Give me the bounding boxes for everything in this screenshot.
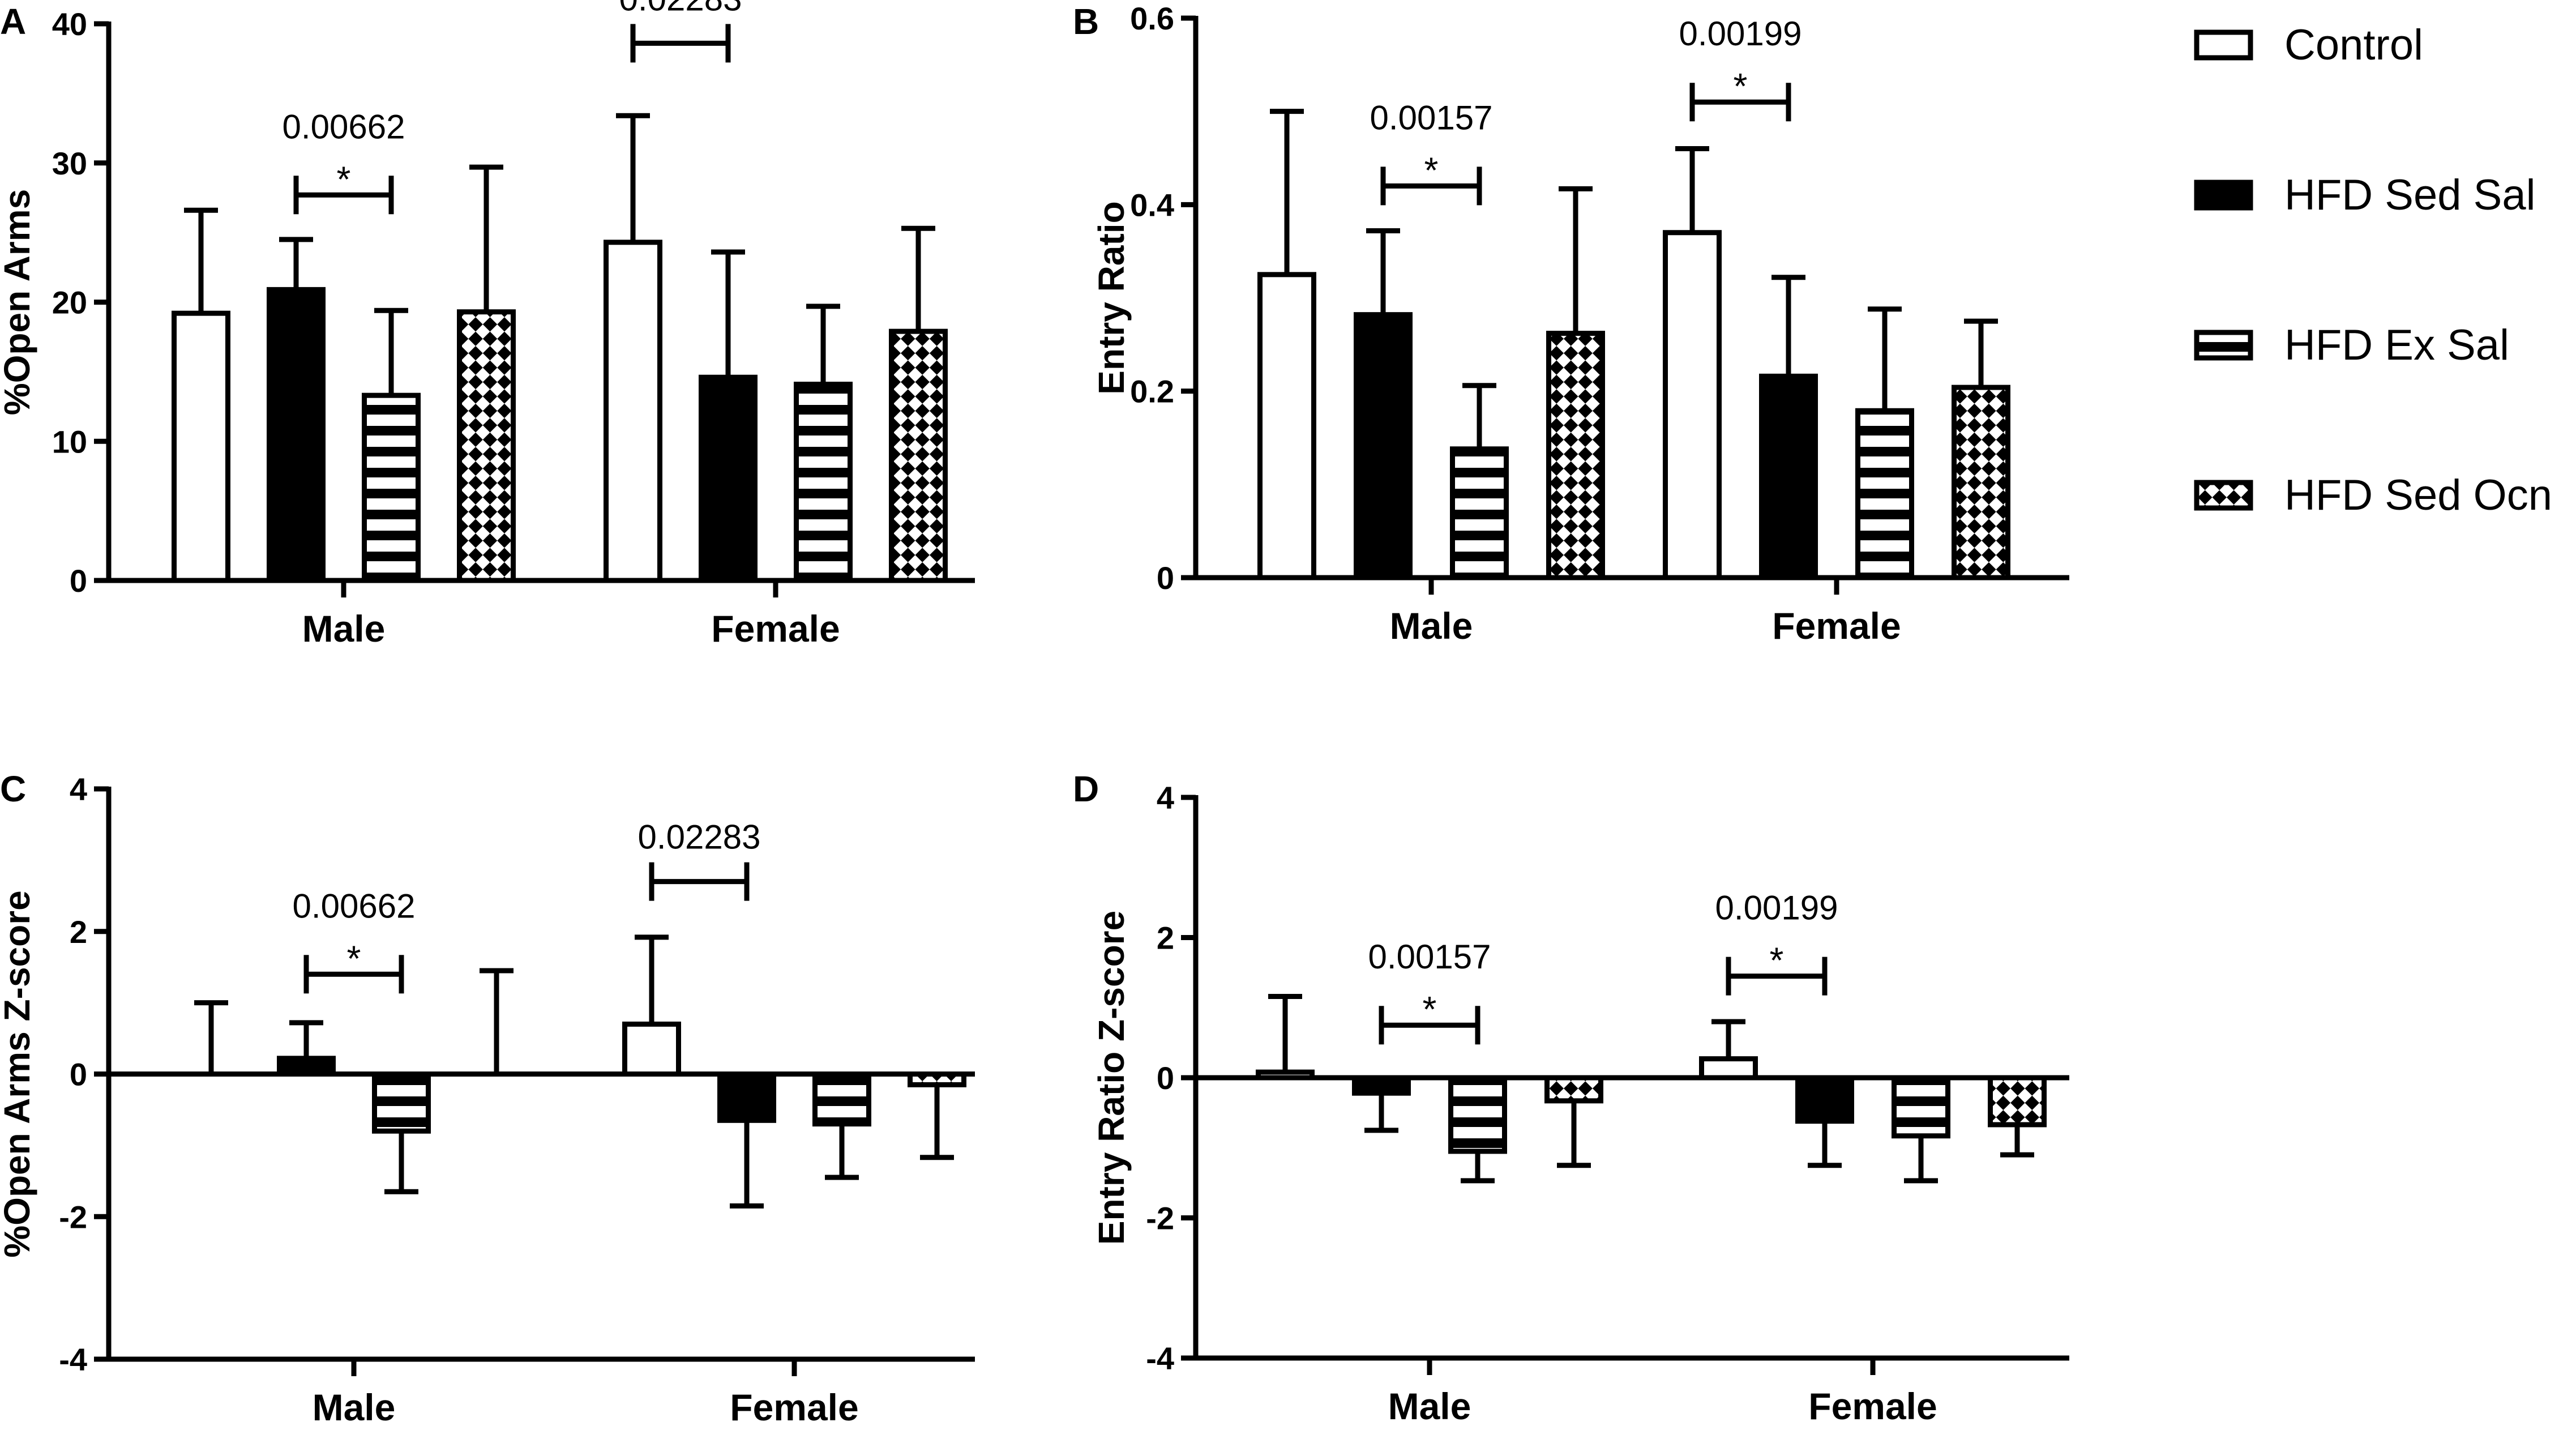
panel-D: D -4 -2 0 2 4 Entry Ratio Z-score Male Female 0.0… (1073, 769, 2069, 1427)
bar-male-hfd-ex-sal (1450, 446, 1509, 580)
panel-A: A 0 10 20 30 40 %Open Arms Male Female 0.00662 * 0.… (0, 0, 975, 650)
y-tick-label: -4 (59, 1342, 87, 1377)
y-tick-label: 4 (1157, 780, 1174, 816)
bar-female-hfd-ex-sal (1892, 1075, 1950, 1139)
legend-label: HFD Ex Sal (2284, 321, 2509, 369)
y-tick-label: 30 (52, 146, 87, 181)
y-tick-label: 2 (1157, 920, 1174, 956)
y-tick-label: 0 (70, 563, 87, 599)
legend: Control HFD Sed Sal HFD Ex Sal HFD Sed Ocn (2194, 21, 2552, 519)
bar-female-control (1699, 1056, 1758, 1081)
y-tick-label: 0.4 (1130, 187, 1174, 223)
p-value-label: 0.00199 (1715, 889, 1838, 927)
y-tick-label: -2 (1146, 1201, 1174, 1236)
p-value-label: 0.00662 (283, 108, 405, 146)
panel-letter: C (0, 769, 26, 809)
bar-female-hfd-ex-sal (812, 1071, 871, 1127)
bar-female-hfd-sed-ocn (1988, 1075, 2047, 1128)
bar-male-control (172, 310, 230, 583)
p-value-label: 0.02283 (638, 818, 761, 856)
legend-swatch-hfd-sed-sal (2194, 180, 2253, 211)
bar-female-hfd-sed-sal (717, 1071, 776, 1123)
y-tick-label: 0.6 (1130, 1, 1174, 36)
bar-female-hfd-sed-ocn (889, 328, 948, 583)
p-value-label: 0.00157 (1368, 938, 1491, 976)
y-axis-title: %Open Arms Z-score (0, 890, 37, 1257)
panel-B: B 0 0.2 0.4 0.6 Entry Ratio Male Female 0.00157 *… (1073, 1, 2069, 647)
x-tick-label: Female (730, 1386, 858, 1428)
significance-star: * (1424, 150, 1439, 190)
y-tick-label: 0 (1157, 1060, 1174, 1096)
bar-female-hfd-sed-sal (699, 374, 758, 583)
bar-male-hfd-ex-sal (1448, 1075, 1507, 1154)
y-tick-label: 0 (70, 1057, 87, 1092)
panel-C: C -4 -2 0 2 4 %Open Arms Z-score Male Female 0.00… (0, 769, 975, 1428)
panel-letter: A (0, 1, 26, 42)
bar-male-hfd-ex-sal (362, 392, 421, 583)
bar-female-hfd-sed-sal (1759, 373, 1818, 580)
x-tick-label: Male (302, 608, 386, 650)
bar-female-hfd-ex-sal (794, 381, 853, 583)
y-tick-label: -2 (59, 1199, 87, 1235)
y-tick-label: 40 (52, 6, 87, 42)
y-axis-title: Entry Ratio (1091, 201, 1132, 394)
legend-label: Control (2284, 21, 2423, 69)
y-tick-label: 10 (52, 424, 87, 459)
bar-female-hfd-sed-ocn (1952, 385, 2010, 580)
legend-swatch-control (2194, 29, 2253, 61)
p-value-label: 0.02283 (619, 0, 742, 18)
legend-swatch-hfd-ex-sal (2194, 330, 2253, 361)
significance-star: * (347, 938, 361, 979)
bar-female-hfd-ex-sal (1855, 408, 1914, 580)
bar-male-hfd-sed-ocn (1546, 331, 1605, 580)
p-value-label: 0.00662 (293, 887, 416, 925)
x-tick-label: Male (1388, 1385, 1471, 1427)
y-tick-label: 2 (70, 914, 87, 950)
y-tick-label: -4 (1146, 1340, 1174, 1376)
bar-male-hfd-sed-ocn (457, 309, 516, 583)
y-tick-label: 4 (70, 771, 87, 807)
y-tick-label: 0.2 (1130, 374, 1174, 409)
significance-star: * (1734, 66, 1748, 106)
x-tick-label: Female (1808, 1385, 1937, 1427)
bar-male-hfd-ex-sal (372, 1071, 431, 1134)
bar-male-hfd-sed-sal (1354, 312, 1413, 580)
y-axis-title: %Open Arms (0, 189, 37, 416)
significance-star: * (1770, 940, 1784, 981)
bar-female-control (1663, 230, 1722, 580)
legend-swatch-hfd-sed-ocn (2194, 480, 2253, 511)
bar-male-hfd-sed-ocn (1544, 1075, 1603, 1104)
significance-star: * (337, 159, 351, 199)
bar-male-control (1257, 272, 1316, 580)
bar-female-control (604, 240, 662, 583)
y-axis-title: Entry Ratio Z-score (1091, 911, 1132, 1245)
y-tick-label: 20 (52, 285, 87, 321)
panel-letter: D (1073, 769, 1099, 809)
x-tick-label: Male (1390, 605, 1473, 647)
bar-female-hfd-sed-sal (1795, 1075, 1854, 1124)
significance-star: * (1423, 989, 1437, 1030)
bar-female-control (622, 1021, 681, 1077)
legend-label: HFD Sed Sal (2284, 171, 2536, 219)
x-tick-label: Female (1772, 605, 1901, 647)
p-value-label: 0.00199 (1679, 15, 1802, 53)
bar-male-hfd-sed-sal (267, 287, 326, 583)
panel-letter: B (1073, 1, 1099, 42)
legend-label: HFD Sed Ocn (2284, 471, 2552, 519)
x-tick-label: Female (711, 608, 840, 650)
x-tick-label: Male (313, 1386, 396, 1428)
y-tick-label: 0 (1157, 560, 1174, 596)
p-value-label: 0.00157 (1370, 99, 1493, 136)
